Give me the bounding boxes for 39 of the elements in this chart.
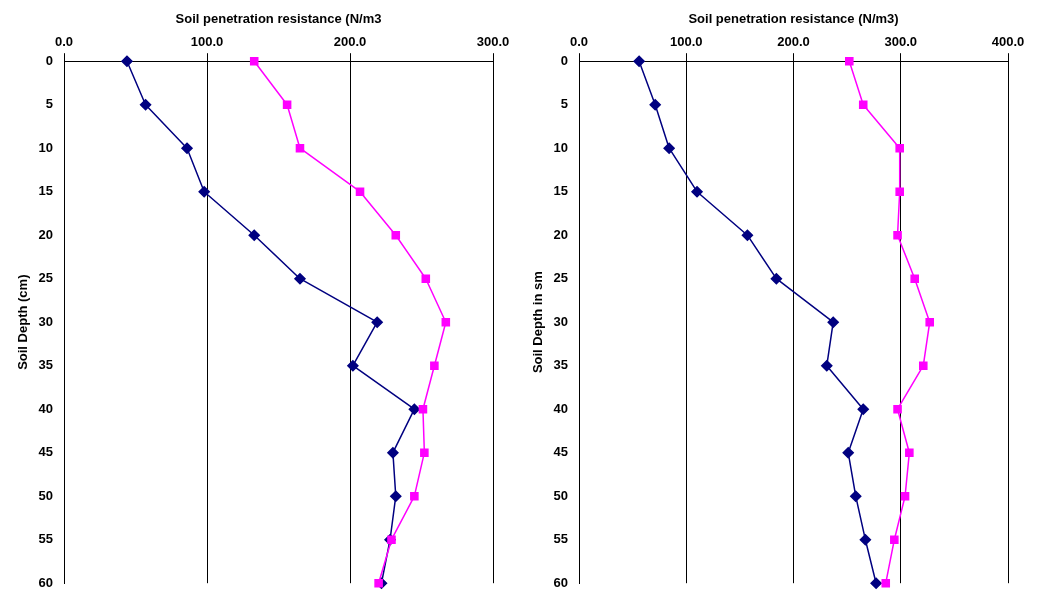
y-tick-label: 5: [560, 96, 569, 112]
y-tick-label: 20: [553, 226, 569, 242]
y-axis-title: Soil Depth (cm): [15, 274, 31, 370]
x-axis-title: Soil penetration resistance (N/m3: [175, 11, 382, 27]
y-tick-label: 55: [553, 531, 569, 547]
y-tick-label: 60: [38, 574, 54, 590]
x-tick-label: 300.0: [884, 33, 918, 49]
x-tick-label: 200.0: [777, 33, 810, 49]
x-tick-label: 100.0: [190, 33, 224, 49]
y-tick-label: 55: [38, 531, 54, 547]
x-tick-label: 200.0: [333, 33, 367, 49]
y-tick-label: 50: [553, 487, 569, 503]
y-tick-label: 0: [560, 52, 569, 68]
x-tick-label: 0.0: [55, 33, 74, 49]
x-axis-title: Soil penetration resistance (N/m3): [688, 11, 899, 27]
y-tick-label: 25: [38, 270, 54, 286]
y-tick-label: 15: [553, 183, 569, 199]
y-tick-label: 10: [553, 139, 569, 155]
y-tick-label: 15: [38, 183, 54, 199]
y-tick-label: 40: [38, 400, 54, 416]
y-tick-label: 30: [38, 313, 54, 329]
y-axis-title: Soil Depth in sm: [530, 271, 546, 374]
y-tick-label: 60: [553, 574, 569, 590]
y-tick-label: 25: [553, 270, 569, 286]
y-tick-label: 45: [38, 444, 54, 460]
y-tick-label: 20: [38, 226, 54, 242]
y-tick-label: 45: [553, 444, 569, 460]
y-tick-label: 40: [553, 400, 569, 416]
y-tick-label: 5: [45, 96, 54, 112]
x-tick-label: 300.0: [476, 33, 510, 49]
y-tick-label: 50: [38, 487, 54, 503]
x-tick-label: 100.0: [670, 33, 703, 49]
y-tick-label: 10: [38, 139, 54, 155]
y-tick-label: 35: [553, 357, 569, 373]
x-tick-label: 400.0: [991, 33, 1025, 49]
x-tick-label: 0.0: [570, 33, 589, 49]
y-tick-label: 0: [45, 52, 54, 68]
y-tick-label: 35: [38, 357, 54, 373]
y-tick-label: 30: [553, 313, 569, 329]
